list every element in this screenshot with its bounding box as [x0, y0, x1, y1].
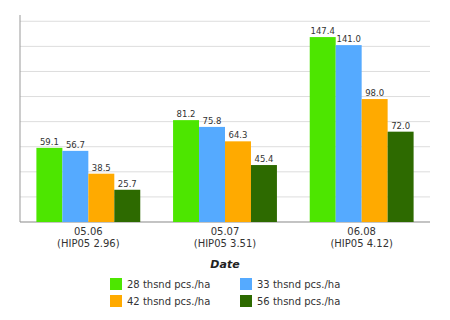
- grid: [20, 21, 430, 222]
- x-tick-label: 05.07(HIP05 3.51): [194, 226, 257, 249]
- data-label: 45.4: [254, 154, 273, 164]
- bar: [362, 99, 388, 222]
- legend-label: 56 thsnd pcs./ha: [257, 296, 340, 307]
- x-tick-label: 05.06(HIP05 2.96): [57, 226, 120, 249]
- bars: [36, 37, 413, 222]
- data-label: 64.3: [229, 130, 248, 140]
- bar: [251, 165, 277, 222]
- bar: [199, 127, 225, 222]
- x-tick-labels: 05.06(HIP05 2.96) 05.07(HIP05 3.51) 06.08(…: [57, 226, 393, 249]
- data-label: 72.0: [391, 121, 410, 131]
- x-tick-label: 06.08(HIP05 4.12): [330, 226, 393, 249]
- data-label: 81.2: [177, 109, 196, 119]
- bar: [88, 174, 114, 222]
- bar: [62, 151, 88, 222]
- data-label: 38.5: [92, 163, 111, 173]
- data-label: 25.7: [118, 179, 137, 189]
- bar: [336, 45, 362, 222]
- grid-line: [20, 21, 430, 22]
- data-label: 98.0: [365, 88, 384, 98]
- legend-label: 42 thsnd pcs./ha: [127, 296, 210, 307]
- bar: [310, 37, 336, 222]
- legend-swatch: [240, 278, 252, 290]
- bar: [36, 148, 62, 222]
- legend: 28 thsnd pcs./ha 33 thsnd pcs./ha 42 thsnd…: [110, 278, 340, 307]
- data-label: 141.0: [337, 34, 361, 44]
- data-label: 75.8: [203, 116, 222, 126]
- data-label: 59.1: [40, 137, 59, 147]
- legend-label: 33 thsnd pcs./ha: [257, 279, 340, 290]
- bar: [388, 132, 414, 222]
- grid-line: [20, 46, 430, 47]
- bar: [173, 120, 199, 222]
- data-labels: 59.1 81.2 147.4 56.7 75.8 141.0 38.5 64.3 98.0 25…: [40, 26, 410, 189]
- legend-swatch: [240, 295, 252, 307]
- y-axis-line: [20, 15, 21, 222]
- data-label: 56.7: [66, 140, 85, 150]
- chart: 59.1 81.2 147.4 56.7 75.8 141.0 38.5 64.3 98.0 25…: [0, 0, 450, 320]
- data-label: 147.4: [311, 26, 335, 36]
- bar: [225, 141, 251, 222]
- legend-swatch: [110, 278, 122, 290]
- grid-line: [20, 71, 430, 72]
- x-axis-label: Date: [210, 258, 240, 271]
- legend-label: 28 thsnd pcs./ha: [127, 279, 210, 290]
- bar: [114, 190, 140, 222]
- legend-swatch: [110, 295, 122, 307]
